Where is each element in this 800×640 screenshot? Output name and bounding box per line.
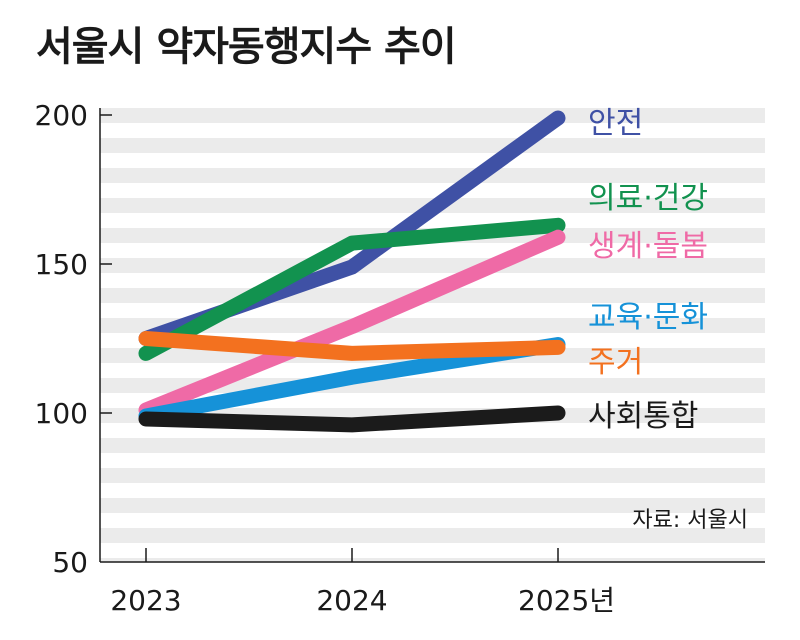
grid-stripe (100, 498, 765, 513)
y-tick-label: 150 (35, 248, 88, 281)
series-line-1 (138, 217, 566, 361)
chart-title: 서울시 약자동행지수 추이 (36, 24, 457, 70)
grid-stripe (100, 558, 765, 562)
series-lines (138, 110, 566, 433)
y-tick-label: 100 (35, 397, 88, 430)
grid-stripe (100, 318, 765, 333)
grid-stripe (100, 438, 765, 453)
y-tick-label: 200 (35, 99, 88, 132)
grid-stripe (100, 258, 765, 273)
grid-stripe (100, 468, 765, 483)
series-label-0: 안전 (588, 106, 643, 141)
series-label-5: 사회통합 (588, 399, 698, 434)
grid-stripe (100, 108, 765, 123)
y-tick-label: 50 (52, 546, 88, 579)
series-line-5 (138, 405, 566, 433)
grid-stripe (100, 528, 765, 543)
series-label-3: 교육·문화 (588, 300, 708, 335)
series-line-2 (138, 229, 566, 418)
x-tick-label: 2024 (316, 584, 387, 617)
source-note: 자료: 서울시 (632, 508, 748, 533)
series-line-4 (138, 331, 566, 361)
grid-stripe (100, 168, 765, 183)
series-label-2: 생계·돌봄 (588, 229, 708, 264)
series-label-4: 주거 (588, 345, 643, 380)
grid-stripe (100, 138, 765, 153)
x-tick-label: 2023 (110, 584, 181, 617)
series-label-1: 의료·건강 (588, 181, 708, 216)
x-tick-label: 2025년 (518, 584, 615, 617)
